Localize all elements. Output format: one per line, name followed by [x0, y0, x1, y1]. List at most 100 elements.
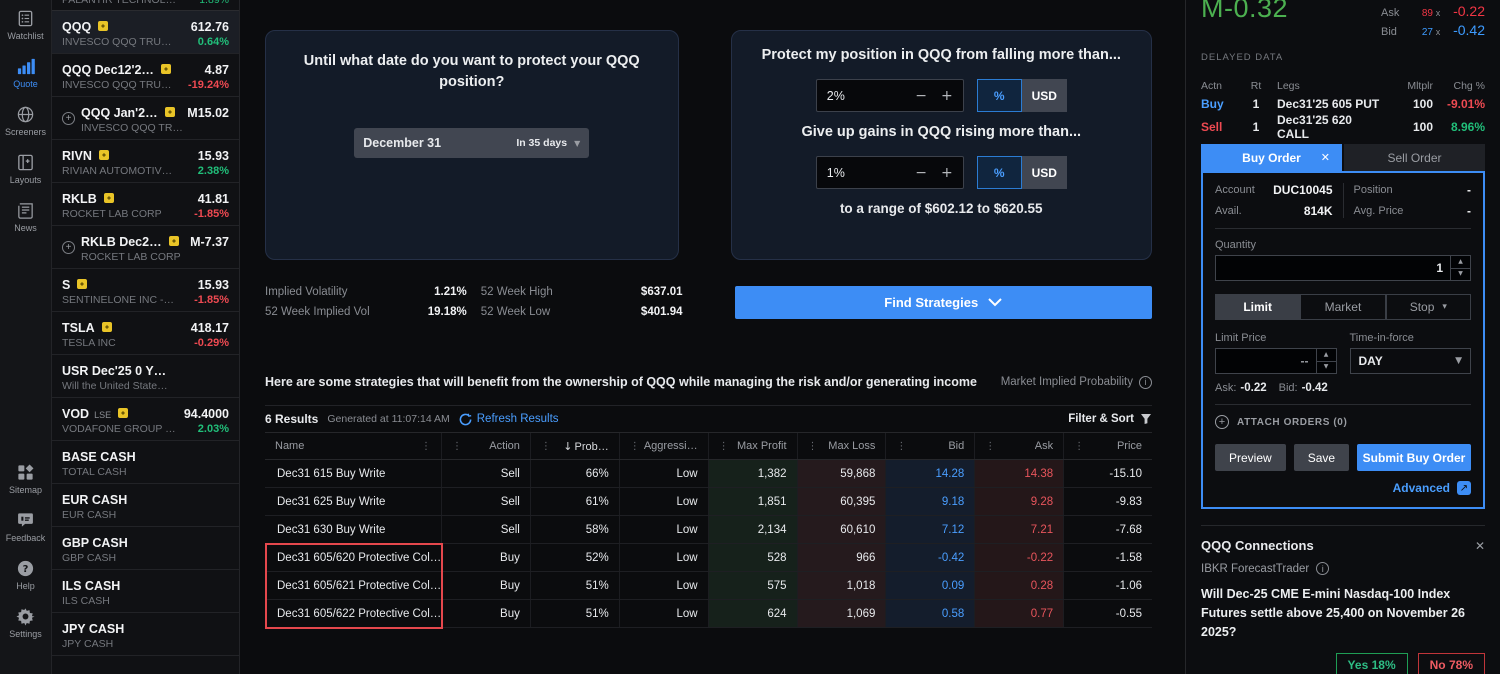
watchlist-row[interactable]: TSLA 418.17 TESLA INC -0.29%	[52, 312, 239, 355]
column-header-action[interactable]: ⋮ Action	[441, 433, 530, 459]
attach-orders-button[interactable]: + ATTACH ORDERS (0)	[1215, 415, 1471, 429]
time-in-force-select[interactable]: DAY ▼	[1349, 348, 1471, 374]
submit-buy-order-button[interactable]: Submit Buy Order	[1357, 444, 1471, 471]
info-icon[interactable]: i	[1316, 562, 1330, 575]
column-menu-icon[interactable]: ⋮	[896, 440, 907, 452]
table-row[interactable]: Dec31 605/622 Protective Col… Buy 51% Low 62…	[265, 600, 1152, 628]
sidebar-item-feedback[interactable]: Feedback	[0, 504, 52, 549]
column-header-max-profit[interactable]: ⋮ Max Profit	[707, 433, 797, 459]
sidebar-item-settings[interactable]: Settings	[0, 600, 52, 645]
sell-order-tab[interactable]: Sell Order	[1344, 144, 1485, 171]
quantity-stepper[interactable]: 1 ▲ ▼	[1215, 255, 1471, 281]
percent-unit-button[interactable]: %	[976, 156, 1022, 190]
limit-price-input[interactable]: -- ▲ ▼	[1215, 348, 1337, 374]
sidebar-item-label: Quote	[13, 79, 38, 89]
advanced-link[interactable]: Advanced	[1392, 481, 1450, 495]
filter-sort-button[interactable]: Filter & Sort	[1068, 413, 1152, 425]
expiry-date-select[interactable]: December 31 In 35 days ▼	[354, 128, 590, 159]
order-type-stop[interactable]: Stop ▾	[1385, 294, 1471, 320]
column-header-max-loss[interactable]: ⋮ Max Loss	[796, 433, 886, 459]
watchlist-row[interactable]: GBP CASH GBP CASH	[52, 527, 239, 570]
company-label: ROCKET LAB CORP	[81, 250, 181, 263]
increment-button[interactable]: +	[941, 87, 953, 104]
info-icon[interactable]: i	[1139, 375, 1152, 389]
cell-name: Dec31 630 Buy Write	[277, 523, 386, 536]
yellow-badge-icon	[168, 235, 179, 246]
watchlist-row[interactable]: ILS CASH ILS CASH	[52, 570, 239, 613]
spin-down-button[interactable]: ▼	[1317, 362, 1336, 374]
watchlist-row[interactable]: + QQQ Jan'2… M15.02 INVESCO QQQ TR…	[52, 97, 239, 140]
watchlist-row[interactable]: QQQ 612.76 INVESCO QQQ TRUS… 0.64%	[52, 11, 239, 54]
column-menu-icon[interactable]: ⋮	[1074, 440, 1085, 452]
expand-combo-icon[interactable]: +	[62, 112, 75, 125]
spin-up-button[interactable]: ▲	[1316, 349, 1336, 362]
column-menu-icon[interactable]: ⋮	[807, 440, 818, 452]
column-header-prob[interactable]: ⋮ ↓ Prob…	[529, 433, 619, 459]
column-header-aggressi[interactable]: ⋮ Aggressi…	[618, 433, 708, 459]
sidebar-item-help[interactable]: ? Help	[0, 552, 52, 597]
column-header-price[interactable]: ⋮ Price	[1063, 433, 1152, 459]
column-header-ask[interactable]: ⋮ Ask	[974, 433, 1063, 459]
order-type-limit[interactable]: Limit	[1215, 294, 1301, 320]
watchlist-row[interactable]: + RKLB Dec2… M-7.37 ROCKET LAB CORP	[52, 226, 239, 269]
price-value: 612.76	[190, 19, 229, 34]
sidebar-item-screeners[interactable]: Screeners	[0, 98, 52, 143]
decrement-button[interactable]: −	[915, 164, 928, 181]
usd-unit-button[interactable]: USD	[1021, 156, 1067, 190]
table-row[interactable]: Dec31 625 Buy Write Sell 61% Low 1,851 60,395…	[265, 488, 1152, 516]
preview-button[interactable]: Preview	[1215, 444, 1286, 471]
sidebar-item-layouts[interactable]: Layouts	[0, 146, 52, 191]
percent-unit-button[interactable]: %	[976, 79, 1022, 113]
watchlist-row[interactable]: VOD LSE 94.4000 VODAFONE GROUP … 2.03%	[52, 398, 239, 441]
sidebar-item-news[interactable]: News	[0, 194, 52, 239]
increment-button[interactable]: +	[941, 164, 953, 181]
spin-down-button[interactable]: ▼	[1451, 269, 1470, 281]
order-type-market[interactable]: Market	[1300, 294, 1386, 320]
close-icon[interactable]: ✕	[1320, 151, 1330, 164]
fall-percent-input[interactable]: 2% − +	[815, 79, 964, 113]
cell-aggr: Low	[618, 544, 708, 571]
column-menu-icon[interactable]: ⋮	[540, 440, 551, 452]
spin-up-button[interactable]: ▲	[1451, 256, 1470, 269]
market-implied-probability: Market Implied Probability i	[1001, 375, 1152, 389]
sidebar-item-quote[interactable]: Quote	[0, 50, 52, 95]
column-menu-icon[interactable]: ⋮	[421, 440, 431, 452]
no-button[interactable]: No 78%	[1417, 653, 1485, 674]
sidebar-item-sitemap[interactable]: Sitemap	[0, 456, 52, 501]
yes-button[interactable]: Yes 18%	[1335, 653, 1408, 674]
find-strategies-button[interactable]: Find Strategies	[734, 286, 1152, 319]
table-row[interactable]: Dec31 605/621 Protective Col… Buy 51% Low 57…	[265, 572, 1152, 600]
close-icon[interactable]: ✕	[1474, 538, 1485, 553]
refresh-results-link[interactable]: Refresh Results	[459, 413, 559, 426]
external-link-icon[interactable]: ↗	[1457, 481, 1471, 495]
watchlist-row[interactable]: EUR CASH EUR CASH	[52, 484, 239, 527]
column-menu-icon[interactable]: ⋮	[985, 440, 996, 452]
watchlist-row[interactable]: BASE CASH TOTAL CASH	[52, 441, 239, 484]
table-row[interactable]: Dec31 630 Buy Write Sell 58% Low 2,134 60,610…	[265, 516, 1152, 544]
change-percent: 1.89%	[199, 0, 229, 6]
table-row[interactable]: Dec31 605/620 Protective Col… Buy 52% Low 52…	[265, 544, 1152, 572]
sidebar-item-watchlist[interactable]: Watchlist	[0, 2, 52, 47]
watchlist-row[interactable]: JPY CASH JPY CASH	[52, 613, 239, 656]
rise-percent-input[interactable]: 1% − +	[815, 156, 964, 190]
buy-order-tab[interactable]: Buy Order ✕	[1201, 144, 1342, 171]
watchlist-row[interactable]: USR Dec'25 0 Y… Will the United State…	[52, 355, 239, 398]
save-button[interactable]: Save	[1293, 444, 1350, 471]
watchlist-row[interactable]: RKLB 41.81 ROCKET LAB CORP -1.85%	[52, 183, 239, 226]
column-menu-icon[interactable]: ⋮	[629, 440, 640, 452]
column-header-name[interactable]: Name ⋮	[265, 433, 441, 459]
watchlist-row[interactable]: RIVN 15.93 RIVIAN AUTOMOTIVE… 2.38%	[52, 140, 239, 183]
watchlist-row[interactable]: S 15.93 SENTINELONE INC -… -1.85%	[52, 269, 239, 312]
help-icon: ?	[16, 559, 35, 578]
table-row[interactable]: Dec31 615 Buy Write Sell 66% Low 1,382 59,868…	[265, 460, 1152, 488]
column-menu-icon[interactable]: ⋮	[452, 440, 462, 452]
column-menu-icon[interactable]: ⋮	[718, 440, 729, 452]
watchlist-partial-row[interactable]: PALANTIR TECHNOLOGI… 1.89%	[52, 0, 239, 11]
usd-unit-button[interactable]: USD	[1021, 79, 1067, 113]
watchlist-row[interactable]: QQQ Dec12'2… 4.87 INVESCO QQQ TRUS… -19.24%	[52, 54, 239, 97]
cell-price: -7.68	[1063, 516, 1152, 543]
column-header-bid[interactable]: ⋮ Bid	[885, 433, 974, 459]
decrement-button[interactable]: −	[915, 87, 928, 104]
cell-loss: 60,610	[796, 516, 886, 543]
expand-combo-icon[interactable]: +	[62, 241, 75, 254]
